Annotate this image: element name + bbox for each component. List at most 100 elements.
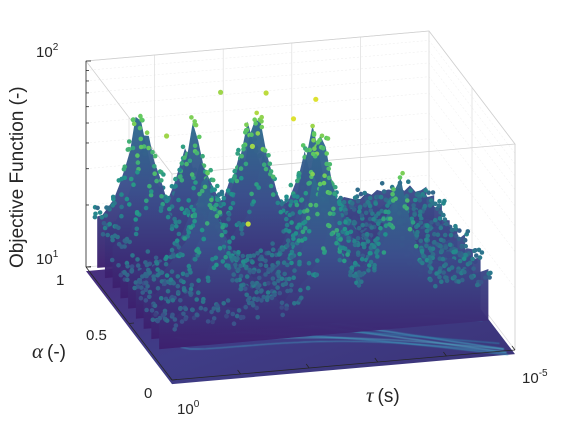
scatter-point [435,232,441,237]
scatter-point [139,285,144,290]
scatter-point [205,170,210,176]
scatter-point [293,231,299,236]
scatter-point [311,138,316,143]
scatter-point [110,194,116,200]
scatter-point [343,210,349,216]
scatter-point [106,205,111,211]
floor-ridge-7 [180,340,507,353]
scatter-point [457,228,462,233]
scatter-point [202,184,208,190]
scatter-point [430,252,436,257]
scatter-point [228,205,233,211]
z-tick-label-10: 101 [36,249,59,268]
scatter-point [144,307,149,313]
scatter-point [360,241,366,247]
scatter-point [154,178,159,184]
scatter-point [255,251,260,256]
scatter-point [169,226,175,232]
scatter-point [138,136,144,142]
scatter-point [254,289,259,295]
scatter-point [451,249,456,255]
scatter-point [169,269,175,274]
scatter-point [449,265,455,270]
scatter-point [420,260,425,266]
scatter-point [364,231,370,237]
scatter-point [244,264,249,270]
scatter-point [270,247,276,252]
scatter-point [279,305,285,310]
scatter-point [400,170,405,176]
scatter-point [470,256,475,262]
scatter-point [258,262,264,268]
scatter-point [488,270,493,276]
scatter-point [125,272,130,278]
scatter-point [172,327,177,332]
scatter-point [346,235,351,241]
scatter-point [456,279,462,284]
y-axis-title: α (-) [32,339,66,363]
scatter-point [348,229,354,235]
scatter-point [229,191,234,197]
scatter-point [181,311,186,317]
scatter-point [379,181,385,186]
scatter-point [376,241,381,247]
scatter-point [191,207,197,213]
scatter-point [324,151,330,156]
scatter-point [171,253,176,259]
scatter-point [342,258,347,264]
scatter-point [147,294,152,300]
y-tick-label-0-5: 0.5 [86,327,107,344]
scatter-point [270,192,276,197]
scatter-point [214,213,220,219]
scatter-point [128,176,134,182]
scatter-point [364,222,369,227]
scatter-point [428,259,433,265]
scatter-point [439,279,444,285]
scatter-point [349,265,355,271]
scatter-point [231,321,237,327]
scatter-point [302,219,308,225]
scatter-point [151,277,157,282]
scatter-point [243,286,248,292]
scatter-point [280,312,286,318]
scatter-point [230,278,235,283]
scatter-point [215,303,220,308]
scatter-point [194,297,199,302]
scatter-point [101,221,107,226]
scatter-point [239,227,244,232]
scatter-point [211,306,217,311]
scatter-point [191,315,197,321]
scatter-point [367,216,373,222]
scatter-point [282,271,288,277]
scatter-point [252,117,257,122]
scatter-point [270,276,276,281]
scatter-point [187,158,193,164]
scatter-point [292,301,297,306]
scatter-point [160,201,165,207]
scatter-point [436,203,442,209]
scatter-point [263,263,269,269]
scatter-point [456,236,462,242]
scatter-point [476,247,482,253]
x-tick [374,357,379,363]
scatter-point [163,261,169,267]
scatter-point [307,180,313,186]
scatter-point [325,222,331,228]
scatter-point [391,187,396,192]
scatter-point [138,113,143,119]
scatter-point [342,226,348,232]
scatter-point [352,195,358,200]
scatter-point [173,220,178,225]
scatter-point [189,172,195,177]
scatter-point [345,252,350,257]
scatter-point [232,175,237,180]
scatter-point [184,272,190,278]
scatter-point [124,236,130,242]
scatter-point [159,270,165,275]
scatter-point [102,225,108,231]
scatter-point [127,202,132,207]
scatter-point [256,268,262,274]
scatter-point [135,160,141,165]
scatter-point [373,201,379,206]
scatter-point [306,270,312,276]
